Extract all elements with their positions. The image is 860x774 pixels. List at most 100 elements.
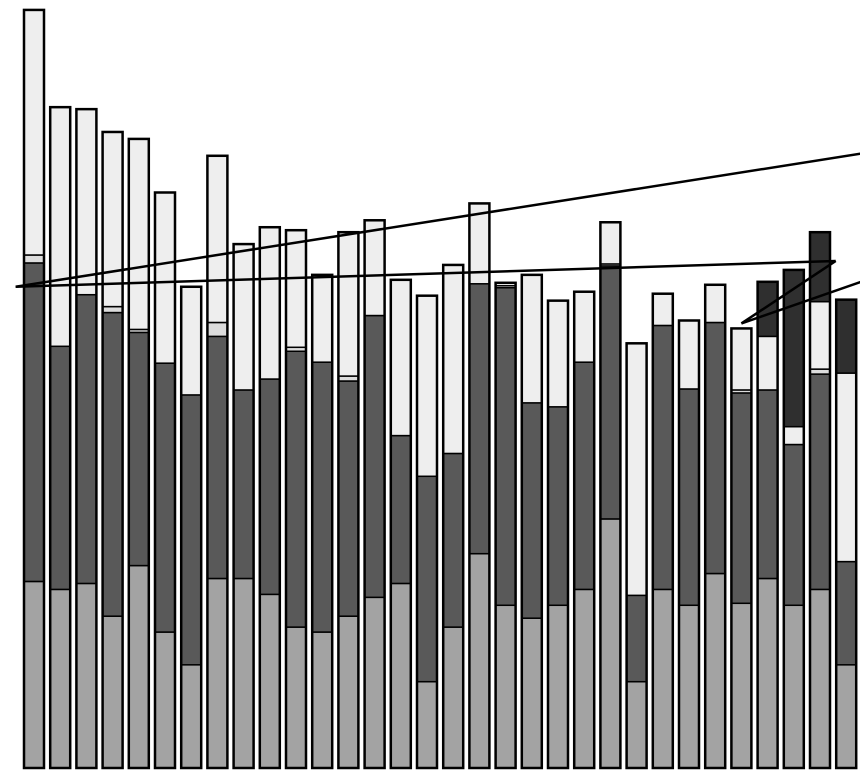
stacked-bar (730, 327, 753, 770)
bar-segment-series-b (154, 362, 176, 633)
stacked-bar (468, 202, 491, 770)
bar-segment-series-b (730, 392, 753, 605)
stacked-bar (48, 105, 72, 770)
bar-segment-series-c (704, 284, 726, 324)
bar-outline (284, 228, 308, 770)
bar-segment-series-b (625, 594, 648, 683)
bar-segment-series-e (835, 298, 857, 374)
bar-segment-series-b (363, 314, 386, 599)
bar-segment-series-d (206, 321, 229, 338)
bar-segment-series-b (75, 293, 98, 585)
bar-segment-series-a (573, 588, 595, 769)
bar-outline (468, 202, 491, 770)
bar-segment-series-c (625, 342, 648, 597)
trend-lines-group (15, 152, 860, 325)
bar-segment-series-a (390, 582, 412, 769)
bar-outline (206, 154, 229, 770)
bar-outline (48, 105, 72, 770)
bars-group (22, 8, 858, 770)
stacked-bar (808, 230, 832, 770)
bar-segment-series-c (390, 279, 412, 437)
bar-segment-series-a (521, 617, 543, 769)
trend-line (740, 280, 860, 325)
bar-segment-series-a (416, 680, 438, 769)
bar-outline (625, 342, 648, 770)
bar-outline (22, 8, 46, 770)
bar-segment-series-a (756, 577, 779, 769)
bar-segment-series-c (49, 106, 71, 348)
bar-outline (808, 230, 832, 770)
bar-outline (703, 283, 727, 770)
bar-segment-series-b (23, 262, 45, 583)
bar-segment-series-c (101, 131, 124, 308)
bar-segment-series-b (652, 324, 674, 591)
bar-outline (101, 130, 124, 770)
bar-segment-series-b (337, 380, 360, 617)
bar-segment-series-b (678, 388, 700, 607)
bar-segment-series-b (809, 373, 831, 591)
bar-segment-series-c (232, 243, 255, 391)
bar-segment-series-a (442, 626, 464, 769)
bar-outline (651, 292, 675, 770)
stacked-bar (756, 280, 779, 770)
stacked-bar (834, 298, 858, 770)
bar-segment-series-a (363, 596, 386, 769)
bar-segment-series-b (232, 389, 255, 580)
bar-outline (75, 107, 98, 770)
bar-segment-series-b (494, 287, 517, 607)
bar-segment-series-a (809, 588, 831, 769)
bar-outline (546, 299, 570, 770)
bar-segment-series-a (232, 577, 255, 769)
bar-segment-series-a (259, 593, 281, 769)
bar-segment-series-c (678, 319, 700, 390)
trend-line (15, 259, 836, 289)
bar-segment-series-a (599, 518, 622, 769)
bar-segment-series-a (494, 604, 517, 769)
bar-segment-series-b (547, 406, 569, 607)
bar-segment-series-c (756, 335, 779, 391)
bar-segment-series-c (311, 274, 333, 363)
stacked-bar (415, 294, 439, 770)
bar-outline (153, 191, 177, 770)
bar-segment-series-a (625, 680, 648, 769)
bar-segment-series-a (730, 602, 753, 769)
bar-segment-series-b (756, 389, 779, 580)
bar-segment-series-c (573, 290, 595, 363)
bar-outline (337, 230, 360, 770)
bar-segment-series-b (180, 394, 202, 666)
bar-outline (494, 281, 517, 770)
bar-segment-series-c (809, 300, 831, 370)
bar-segment-series-c (783, 425, 805, 446)
bar-segment-series-b (206, 335, 229, 580)
bar-segment-series-a (75, 582, 98, 769)
stacked-bar (75, 107, 98, 770)
bar-segment-series-c (416, 294, 438, 478)
bar-segment-series-c (75, 108, 98, 296)
bar-outline (572, 290, 596, 770)
bar-segment-series-b (101, 311, 124, 617)
stacked-bar (22, 8, 46, 770)
bar-segment-series-c (180, 286, 202, 396)
stacked-bar (363, 219, 386, 770)
bar-segment-series-b (49, 345, 71, 591)
stacked-bar (599, 221, 622, 770)
bar-outline (782, 268, 806, 770)
bar-segment-series-c (652, 292, 674, 327)
bar-segment-series-c (835, 372, 857, 563)
bar-outline (310, 273, 334, 770)
bar-outline (520, 273, 544, 770)
bar-outline (389, 278, 413, 770)
bar-segment-series-a (180, 664, 202, 769)
stacked-bar (101, 130, 124, 770)
bar-outline (363, 219, 386, 770)
bar-segment-series-d (23, 254, 45, 264)
bar-outline (415, 294, 439, 770)
bar-segment-series-a (835, 664, 857, 769)
stacked-bar (337, 230, 360, 770)
bar-segment-series-c (547, 299, 569, 408)
bar-segment-series-c (206, 155, 229, 324)
stacked-bar (782, 268, 806, 770)
bar-segment-series-a (678, 604, 700, 769)
bar-segment-series-b (521, 402, 543, 619)
